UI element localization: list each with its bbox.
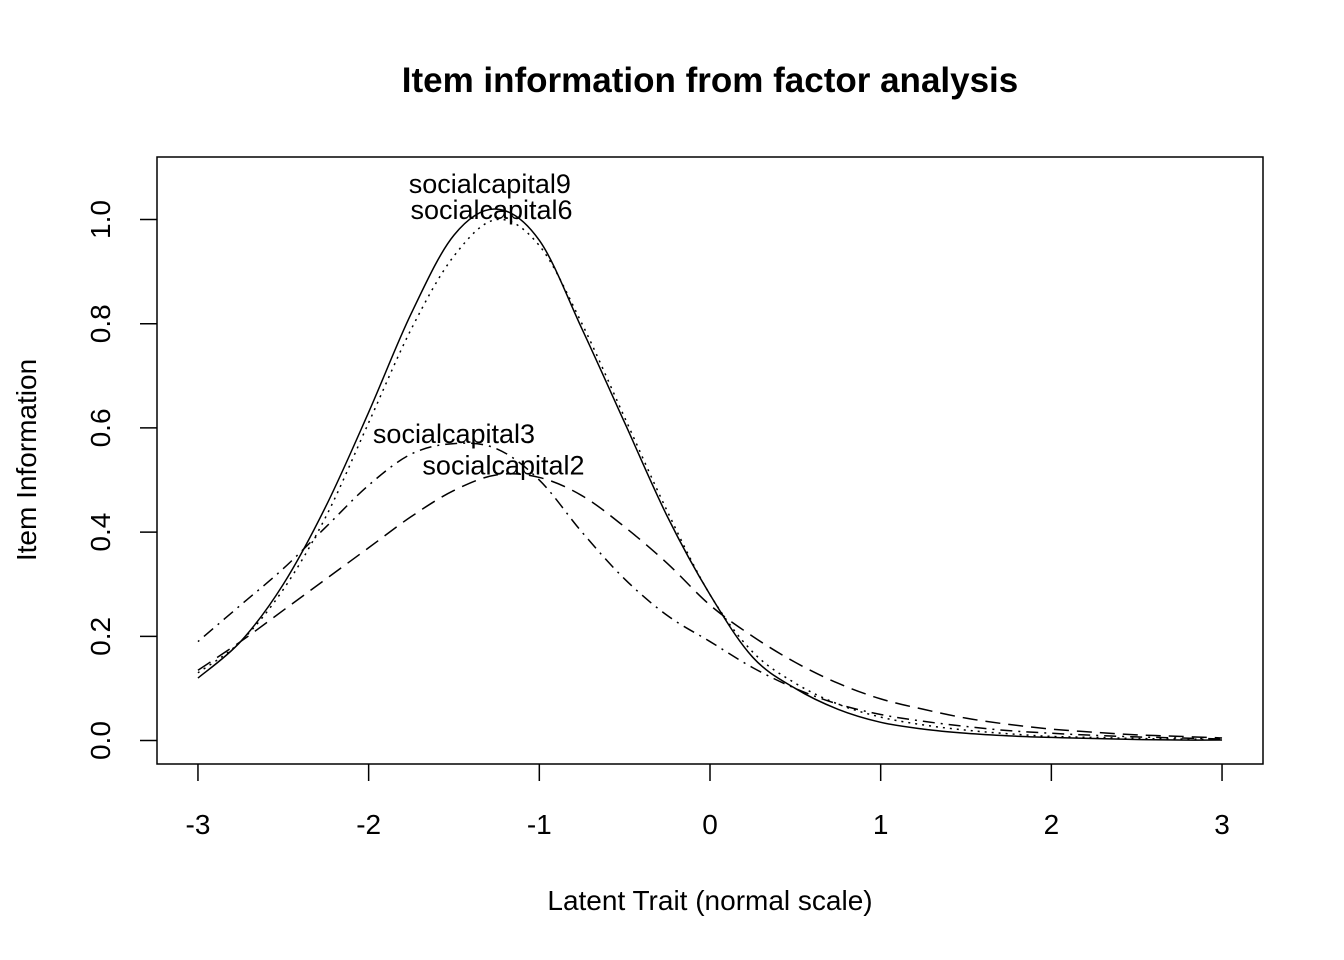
plot-frame bbox=[156, 156, 1264, 765]
y-tick-label: 0.4 bbox=[85, 513, 116, 552]
curve-label-socialcapital9: socialcapital9 bbox=[409, 169, 571, 199]
x-tick-label: -1 bbox=[527, 809, 552, 840]
curve-label-socialcapital6: socialcapital6 bbox=[410, 195, 572, 225]
y-tick-label: 0.6 bbox=[85, 408, 116, 447]
curve-socialcapital3 bbox=[197, 442, 1223, 740]
x-tick-label: -3 bbox=[186, 809, 211, 840]
x-tick-label: 0 bbox=[702, 809, 718, 840]
curve-socialcapital6 bbox=[197, 218, 1223, 741]
x-axis: -3 -2 -1 0 1 2 3 bbox=[186, 764, 1230, 840]
x-tick-label: 3 bbox=[1214, 809, 1230, 840]
x-tick-label: 2 bbox=[1044, 809, 1060, 840]
chart-title: Item information from factor analysis bbox=[402, 61, 1019, 100]
curve-label-socialcapital3: socialcapital3 bbox=[373, 419, 535, 449]
curves bbox=[197, 208, 1223, 741]
x-tick-label: -2 bbox=[356, 809, 381, 840]
y-tick-label: 0.8 bbox=[85, 304, 116, 343]
y-axis: 0.0 0.2 0.4 0.6 0.8 1.0 bbox=[85, 200, 157, 760]
curve-label-socialcapital2: socialcapital2 bbox=[422, 450, 584, 480]
x-axis-label: Latent Trait (normal scale) bbox=[547, 885, 872, 916]
x-tick-label: 1 bbox=[873, 809, 889, 840]
curve-socialcapital9 bbox=[197, 208, 1223, 741]
y-axis-label: Item Information bbox=[11, 359, 42, 561]
y-tick-label: 1.0 bbox=[85, 200, 116, 239]
curve-socialcapital2 bbox=[197, 473, 1223, 739]
y-tick-label: 0.0 bbox=[85, 721, 116, 760]
y-tick-label: 0.2 bbox=[85, 617, 116, 656]
